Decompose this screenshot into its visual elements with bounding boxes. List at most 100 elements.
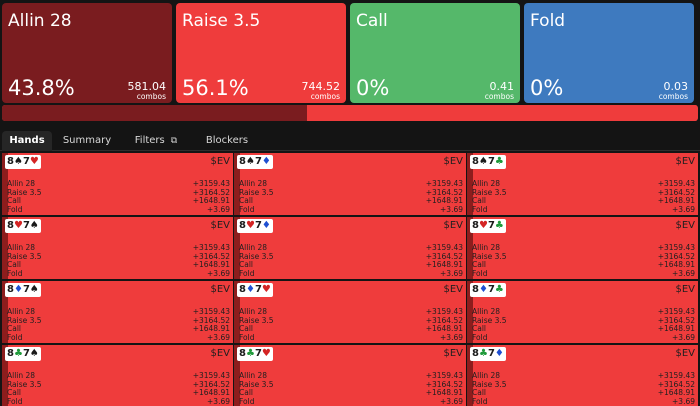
action-label: Call xyxy=(7,196,22,206)
ev-rows: Allin 28 +3159.43 Raise 3.5 +3164.52 Call +16… xyxy=(472,307,695,343)
ev-value: +1648.91 xyxy=(425,260,463,270)
action-name: Call xyxy=(356,11,388,31)
suit-icon: ♠ xyxy=(245,156,255,167)
card-rank: 8 xyxy=(239,348,246,359)
tab-label: Summary xyxy=(62,135,112,146)
ev-row: Raise 3.5 +3164.52 xyxy=(472,380,695,390)
hand-cell[interactable]: 8♦7♥ $EV Allin 28 +3159.43 Raise 3.5 +3164.52… xyxy=(234,281,466,343)
action-percentage: 0% xyxy=(530,76,564,100)
tab-filters[interactable]: Filters ⧉ xyxy=(124,131,188,151)
hand-cell[interactable]: 8♥7♦ $EV Allin 28 +3159.43 Raise 3.5 +3164.52… xyxy=(234,217,466,279)
card-rank: 8 xyxy=(239,156,246,167)
ev-row: Call +1648.91 xyxy=(472,325,695,334)
ev-row: Call +1648.91 xyxy=(7,325,230,334)
ev-value: +3.69 xyxy=(440,332,463,342)
suit-icon: ♠ xyxy=(29,284,39,295)
hand-label: 8♠7♥ xyxy=(5,155,41,169)
action-label: Raise 3.5 xyxy=(239,187,274,197)
ev-row: Call +1648.91 xyxy=(239,325,463,334)
ev-row: Allin 28 +3159.43 xyxy=(472,243,695,253)
ev-row: Fold +3.69 xyxy=(472,332,695,343)
hand-cell[interactable]: 8♦7♠ $EV Allin 28 +3159.43 Raise 3.5 +3164.52… xyxy=(2,281,233,343)
card-rank: 8 xyxy=(239,284,246,295)
action-frequency-bar xyxy=(2,105,698,121)
card-rank: 8 xyxy=(7,348,14,359)
hand-cell[interactable]: 8♠7♣ $EV Allin 28 +3159.43 Raise 3.5 +3164.52… xyxy=(467,153,698,215)
ev-value: +1648.91 xyxy=(425,196,463,206)
hand-cell[interactable]: 8♣7♦ $EV Allin 28 +3159.43 Raise 3.5 +3164.52… xyxy=(467,345,698,406)
tab-label: Hands xyxy=(9,135,45,146)
action-percentage: 56.1% xyxy=(182,76,249,100)
ev-value: +3.69 xyxy=(207,332,230,342)
action-label: Raise 3.5 xyxy=(239,315,274,325)
hand-label: 8♣7♦ xyxy=(470,347,506,361)
suit-icon: ♣ xyxy=(13,348,23,359)
ev-value: +3159.43 xyxy=(657,179,695,188)
ev-rows: Allin 28 +3159.43 Raise 3.5 +3164.52 Call +16… xyxy=(472,243,695,278)
frequency-segment xyxy=(2,105,307,121)
tab-label: Filters xyxy=(134,135,165,146)
hand-label: 8♦7♥ xyxy=(237,283,273,297)
suit-icon: ♣ xyxy=(494,156,504,167)
hand-label: 8♠7♦ xyxy=(237,155,273,169)
hand-cell[interactable]: 8♥7♣ $EV Allin 28 +3159.43 Raise 3.5 +3164.52… xyxy=(467,217,698,279)
hand-cell[interactable]: 8♣7♠ $EV Allin 28 +3159.43 Raise 3.5 +3164.52… xyxy=(2,345,233,406)
card-rank: 7 xyxy=(487,156,495,167)
ev-value: +3.69 xyxy=(440,204,463,214)
ev-value: +3164.52 xyxy=(657,315,695,325)
action-percentage: 43.8% xyxy=(8,76,75,100)
action-label: Raise 3.5 xyxy=(7,251,42,261)
ev-row: Allin 28 +3159.43 xyxy=(7,179,230,189)
ev-row: Allin 28 +3159.43 xyxy=(7,371,230,381)
tab-hands[interactable]: Hands xyxy=(2,131,52,151)
ev-value: +3164.52 xyxy=(425,315,463,325)
action-label: Fold xyxy=(472,204,488,214)
hand-cell[interactable]: 8♠7♦ $EV Allin 28 +3159.43 Raise 3.5 +3164.52… xyxy=(234,153,466,215)
ev-rows: Allin 28 +3159.43 Raise 3.5 +3164.52 Call +16… xyxy=(239,371,463,406)
hand-cell[interactable]: 8♣7♥ $EV Allin 28 +3159.43 Raise 3.5 +3164.52… xyxy=(234,345,466,406)
action-name: Raise 3.5 xyxy=(182,11,261,31)
ev-row: Call +1648.91 xyxy=(239,389,463,398)
ev-label: $EV xyxy=(443,220,463,231)
card-rank: 7 xyxy=(22,348,30,359)
action-name: Allin 28 xyxy=(8,11,72,31)
suit-icon: ♦ xyxy=(261,220,271,231)
tab-summary[interactable]: Summary xyxy=(56,131,118,151)
action-card-allin[interactable]: Allin 28 43.8% 581.04 combos xyxy=(2,3,172,103)
action-label: Call xyxy=(7,324,22,334)
action-card-call[interactable]: Call 0% 0.41 combos xyxy=(350,3,520,103)
ev-row: Raise 3.5 +3164.52 xyxy=(472,315,695,326)
tab-label: Blockers xyxy=(205,135,249,146)
ev-value: +3.69 xyxy=(207,268,230,278)
hand-cell[interactable]: 8♦7♣ $EV Allin 28 +3159.43 Raise 3.5 +3164.52… xyxy=(467,281,698,343)
ev-value: +3159.43 xyxy=(425,371,463,380)
ev-rows: Allin 28 +3159.43 Raise 3.5 +3164.52 Call +16… xyxy=(7,243,230,278)
allin-frequency-strip xyxy=(234,345,240,406)
hand-cell[interactable]: 8♠7♥ $EV Allin 28 +3159.43 Raise 3.5 +3164.52… xyxy=(2,153,233,215)
action-label: Allin 28 xyxy=(7,371,36,380)
hand-label: 8♥7♠ xyxy=(5,219,41,233)
card-rank: 7 xyxy=(254,348,262,359)
allin-frequency-strip xyxy=(2,281,8,343)
ev-row: Fold +3.69 xyxy=(7,397,230,406)
action-label: Fold xyxy=(472,332,488,342)
action-label: Allin 28 xyxy=(7,243,36,252)
tab-blockers[interactable]: Blockers xyxy=(194,131,260,151)
hand-cell[interactable]: 8♥7♠ $EV Allin 28 +3159.43 Raise 3.5 +3164.52… xyxy=(2,217,233,279)
hand-label: 8♦7♠ xyxy=(5,283,41,297)
card-rank: 8 xyxy=(472,284,479,295)
action-card-raise[interactable]: Raise 3.5 56.1% 744.52 combos xyxy=(176,3,346,103)
card-rank: 7 xyxy=(254,220,262,231)
ev-value: +3.69 xyxy=(440,396,463,406)
action-label: Fold xyxy=(239,204,255,214)
ev-value: +1648.91 xyxy=(657,388,695,398)
action-label: Call xyxy=(472,196,487,206)
ev-value: +3164.52 xyxy=(425,379,463,389)
suit-icon: ♥ xyxy=(245,220,255,231)
combos-label: combos xyxy=(136,91,166,101)
ev-row: Allin 28 +3159.43 xyxy=(239,243,463,253)
action-label: Call xyxy=(239,196,254,206)
ev-row: Raise 3.5 +3164.52 xyxy=(239,315,463,326)
action-label: Allin 28 xyxy=(239,371,268,380)
action-card-fold[interactable]: Fold 0% 0.03 combos xyxy=(524,3,694,103)
